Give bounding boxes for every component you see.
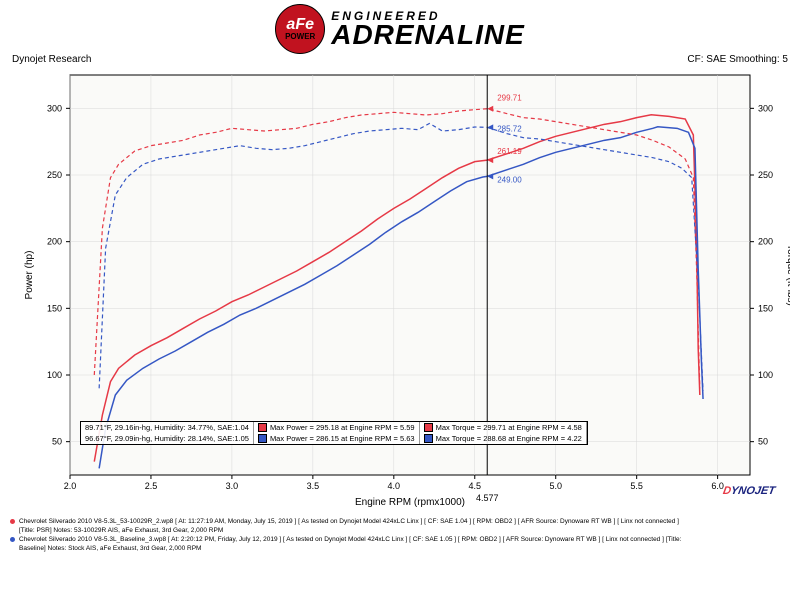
svg-text:250: 250 <box>47 170 62 180</box>
svg-text:5.5: 5.5 <box>630 481 643 491</box>
info-box: 89.71°F, 29.16in-hg, Humidity: 34.77%, S… <box>80 421 588 445</box>
svg-text:150: 150 <box>47 303 62 313</box>
svg-text:150: 150 <box>758 303 773 313</box>
dynojet-logo: DYNOJET <box>722 485 776 497</box>
brand-line2: ADRENALINE <box>331 22 525 47</box>
svg-text:2.5: 2.5 <box>145 481 158 491</box>
svg-text:200: 200 <box>47 237 62 247</box>
svg-text:300: 300 <box>758 103 773 113</box>
svg-text:2.0: 2.0 <box>64 481 77 491</box>
svg-text:250: 250 <box>758 170 773 180</box>
svg-text:249.00: 249.00 <box>497 175 522 184</box>
dyno-chart: 2.0 2.5 3.0 3.5 4.0 4.5 5.0 5.5 6.0 50 50 100 100 150… <box>10 65 790 515</box>
subhead-right: CF: SAE Smoothing: 5 <box>687 54 788 65</box>
afe-logo-badge: aFe POWER <box>275 4 325 54</box>
svg-text:100: 100 <box>47 370 62 380</box>
svg-text:200: 200 <box>758 237 773 247</box>
svg-text:300: 300 <box>47 103 62 113</box>
svg-text:5.0: 5.0 <box>549 481 562 491</box>
svg-text:6.0: 6.0 <box>711 481 724 491</box>
svg-text:299.71: 299.71 <box>497 94 522 103</box>
logo-bot: POWER <box>285 33 315 41</box>
subhead-left: Dynojet Research <box>12 54 91 65</box>
svg-text:Power (hp): Power (hp) <box>24 251 35 300</box>
svg-text:3.0: 3.0 <box>226 481 239 491</box>
subheader: Dynojet Research CF: SAE Smoothing: 5 <box>0 54 800 65</box>
logo-top: aFe <box>286 17 314 33</box>
svg-text:Torque (ft-lbs): Torque (ft-lbs) <box>785 244 790 306</box>
brand-text: ENGINEERED ADRENALINE <box>331 11 525 47</box>
svg-text:50: 50 <box>52 437 62 447</box>
svg-text:4.0: 4.0 <box>388 481 401 491</box>
svg-text:285.72: 285.72 <box>497 124 522 133</box>
run-footer: Chevrolet Silverado 2010 V8-5.3L_53-1002… <box>0 515 800 553</box>
svg-text:261.19: 261.19 <box>497 147 522 156</box>
svg-text:3.5: 3.5 <box>307 481 320 491</box>
svg-text:50: 50 <box>758 437 768 447</box>
brand-header: aFe POWER ENGINEERED ADRENALINE <box>0 0 800 54</box>
svg-text:100: 100 <box>758 370 773 380</box>
svg-text:4.577: 4.577 <box>476 493 499 503</box>
chart-svg: 2.0 2.5 3.0 3.5 4.0 4.5 5.0 5.5 6.0 50 50 100 100 150… <box>10 65 790 515</box>
svg-text:Engine RPM (rpmx1000): Engine RPM (rpmx1000) <box>355 497 465 508</box>
svg-text:4.5: 4.5 <box>469 481 482 491</box>
